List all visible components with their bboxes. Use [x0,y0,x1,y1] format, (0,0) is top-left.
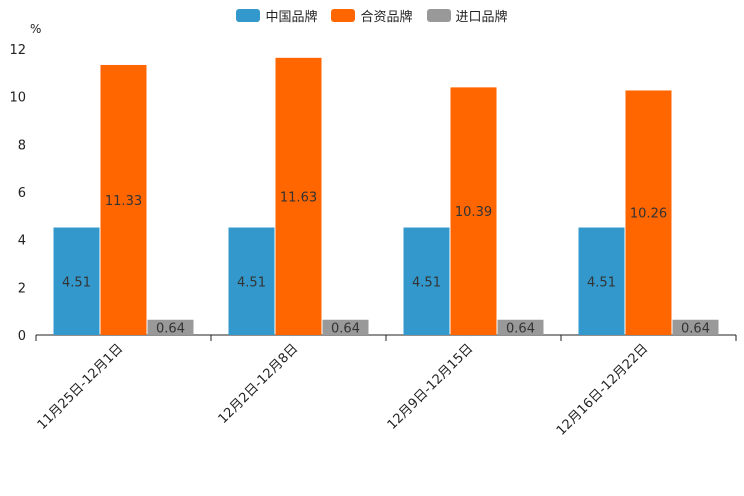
bar [100,64,147,336]
legend-swatch-china-brand [236,9,261,22]
y-tick-label: 2 [18,281,26,296]
y-tick-label: 0 [18,329,26,344]
bar [275,57,322,336]
legend-label-china-brand: 中国品牌 [265,10,318,25]
bar-data-label: 4.51 [62,275,91,290]
bar-data-label: 10.39 [455,205,492,220]
bar [672,319,719,335]
x-tick-label: 11月25日-12月1日 [35,341,127,433]
bar [578,227,625,335]
x-tick-label: 12月9日-12月15日 [385,341,477,433]
bar [497,319,544,335]
y-tick-label: 10 [9,91,26,106]
bar [450,87,497,335]
legend-item-imported-brand[interactable]: 进口品牌 [426,6,508,25]
x-tick-label: 12月16日-12月22日 [554,341,651,438]
bar [322,319,369,335]
bar-data-label: 0.64 [681,321,710,336]
bar [53,227,100,335]
bar [228,227,275,335]
y-axis-unit-label: % [30,22,42,36]
bar [625,90,672,335]
legend-item-joint-venture-brand[interactable]: 合资品牌 [331,6,413,25]
chart-legend: 中国品牌 合资品牌 进口品牌 [0,6,744,25]
bar-data-label: 11.33 [105,194,142,209]
x-tick-label: 12月2日-12月8日 [216,341,302,427]
bar-data-label: 0.64 [331,321,360,336]
legend-label-imported-brand: 进口品牌 [455,10,508,25]
bar-data-label: 4.51 [412,275,441,290]
bar-data-label: 4.51 [587,275,616,290]
legend-item-china-brand[interactable]: 中国品牌 [236,6,317,25]
bar-data-label: 11.63 [280,190,317,205]
bar [147,319,194,335]
y-tick-label: 4 [18,234,26,249]
legend-swatch-joint-venture-brand [331,9,356,22]
y-tick-label: 6 [18,186,26,201]
bar-data-label: 10.26 [630,207,667,222]
legend-swatch-imported-brand [426,9,451,22]
bar [403,227,450,335]
y-tick-label: 8 [18,138,26,153]
legend-label-joint-venture-brand: 合资品牌 [360,10,413,25]
bar-data-label: 0.64 [156,321,185,336]
bar-data-label: 0.64 [506,321,535,336]
y-tick-label: 12 [9,43,26,58]
bar-data-label: 4.51 [237,275,266,290]
